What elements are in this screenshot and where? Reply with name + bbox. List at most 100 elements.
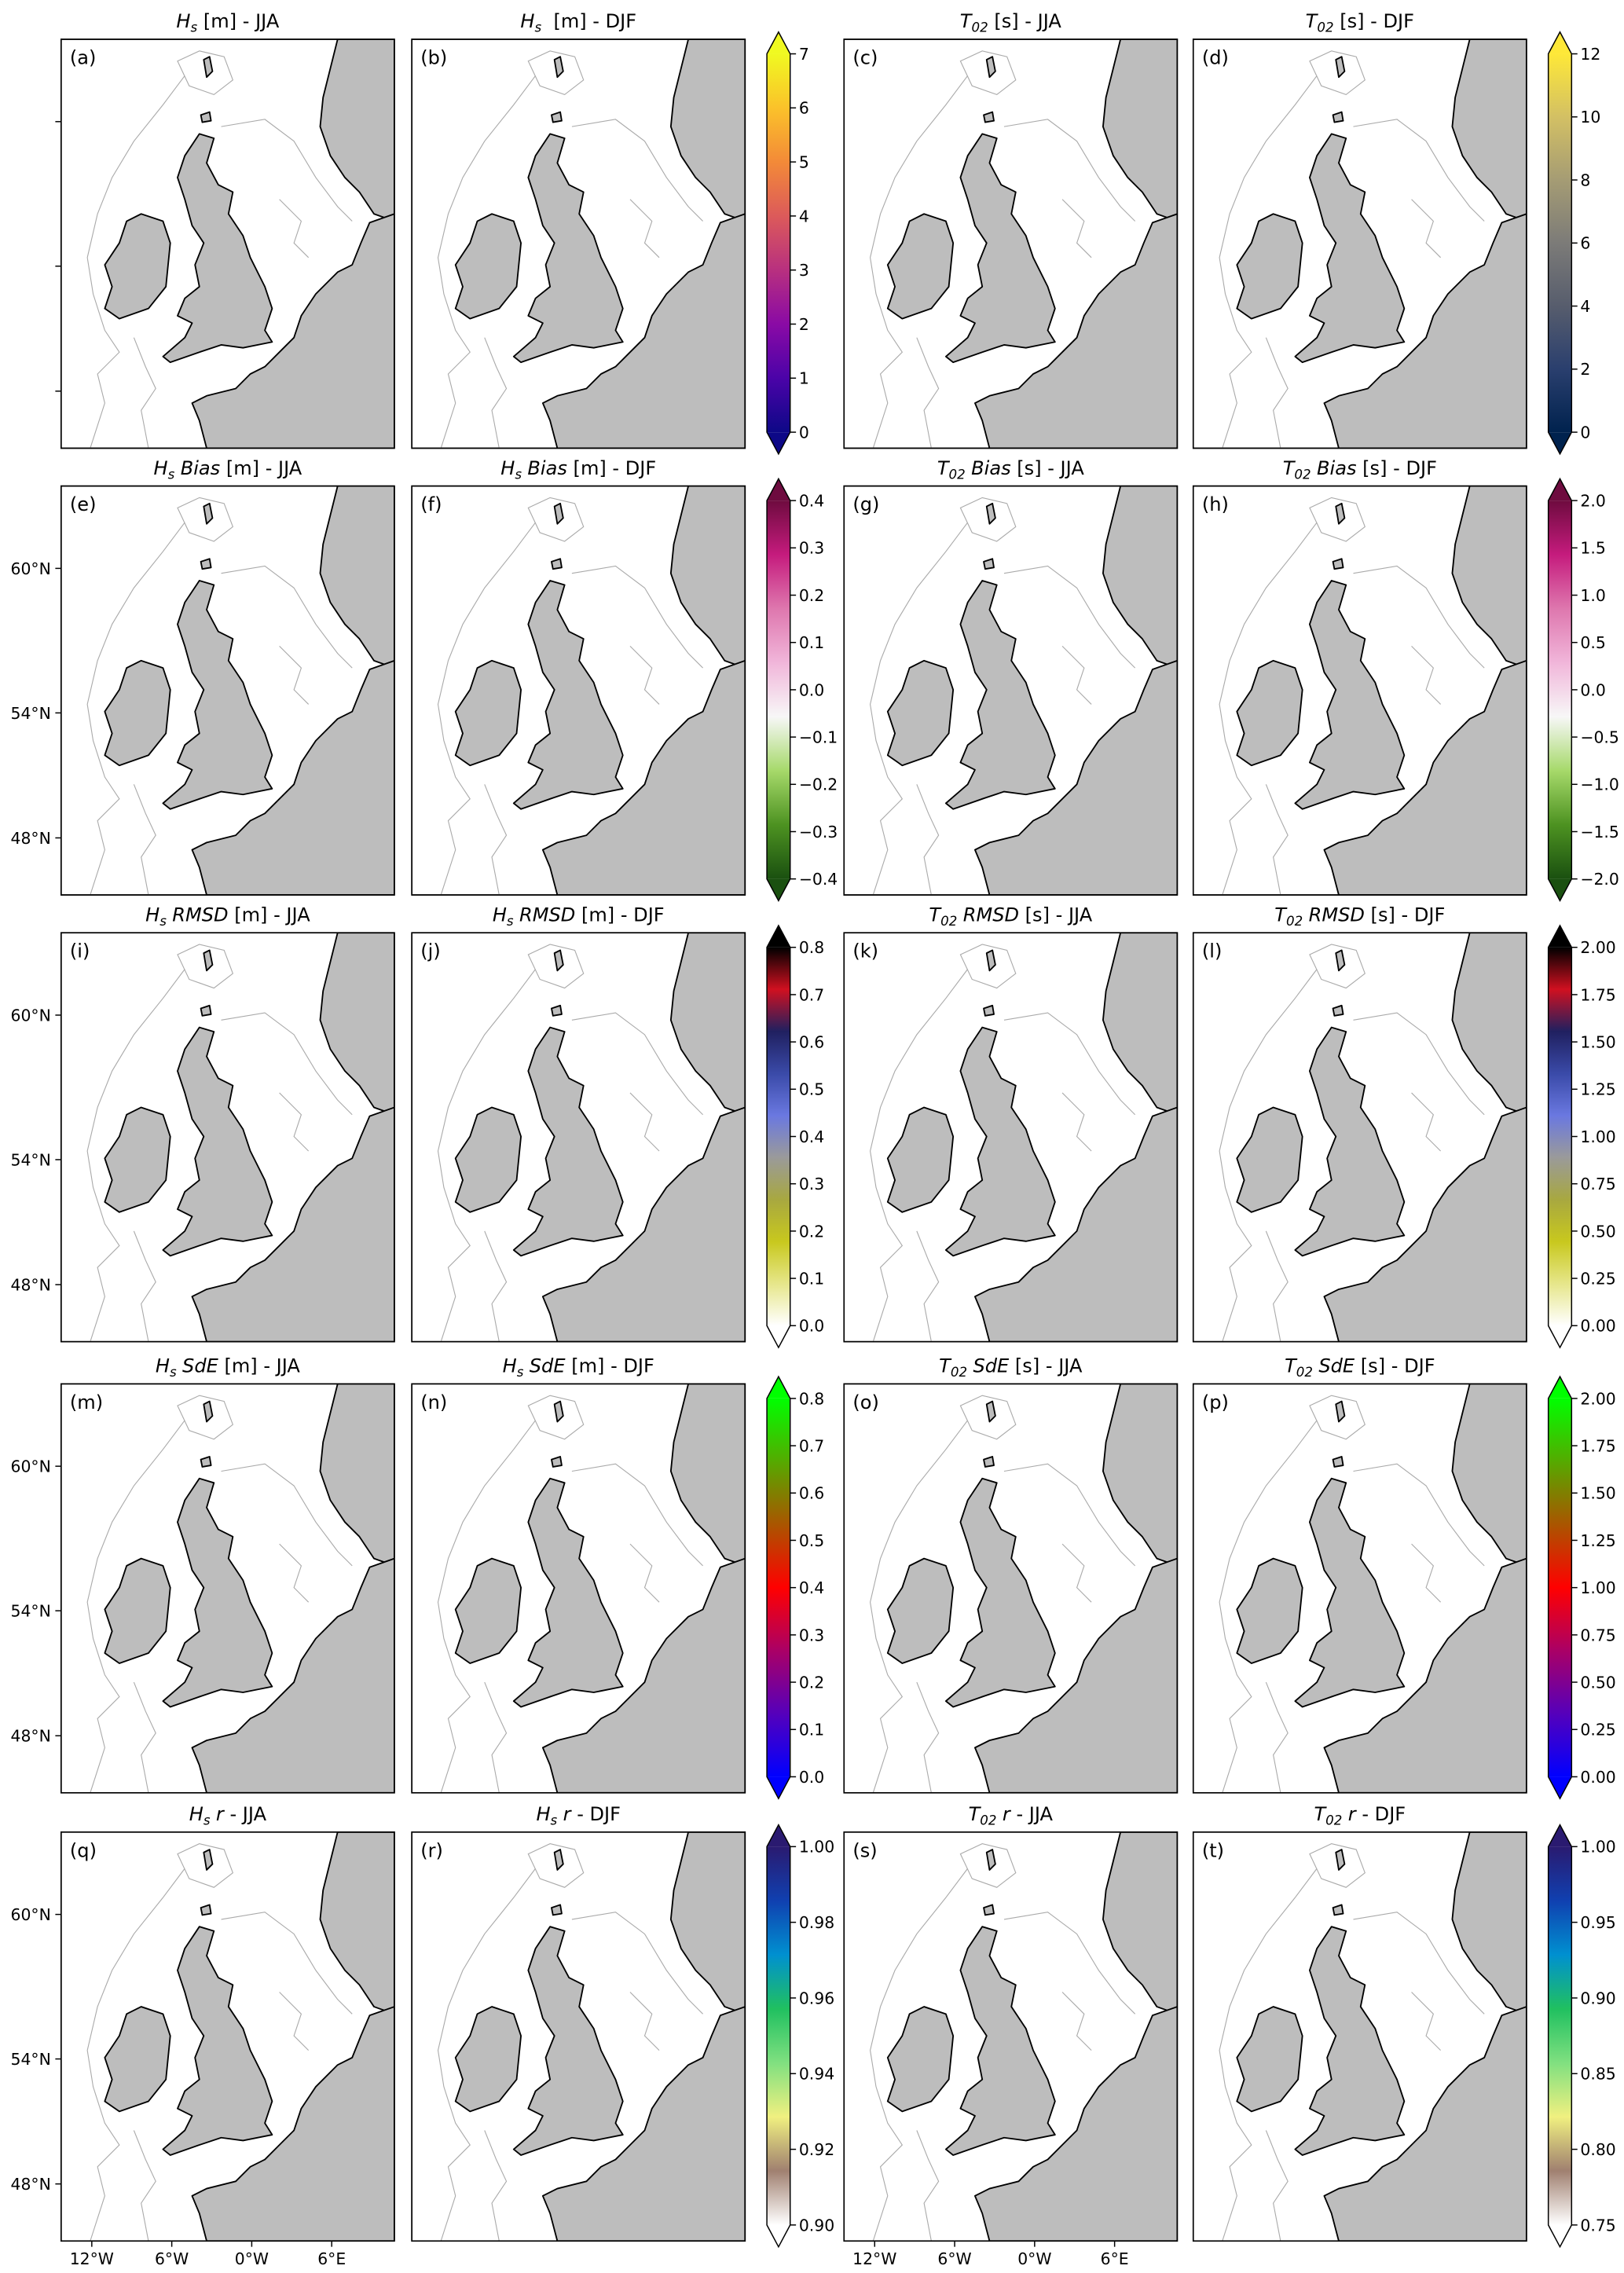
title-rest: [m] - JJA: [218, 1355, 301, 1377]
panel-title: Hs [m] - DJF: [520, 10, 636, 35]
title-symbol: T: [1314, 1803, 1327, 1825]
colorbar-extend-min: [1548, 1776, 1572, 1799]
panel-title: T02 SdE [s] - DJF: [1285, 1355, 1435, 1380]
colorbar-extend-max: [767, 31, 790, 54]
title-subscript: s: [170, 1365, 177, 1380]
title-subscript: 02: [1286, 914, 1303, 929]
colorbar-tick-label: 0.90: [799, 2216, 834, 2235]
colorbar-extend-min: [767, 1325, 790, 1348]
map-panel: (c) T02 [s] - JJA: [843, 10, 1179, 449]
colorbar-extend-min: [767, 1776, 790, 1799]
colorbar-tick-label: 1: [799, 369, 809, 388]
panel-title: T02 [s] - DJF: [1306, 10, 1414, 35]
title-symbol: H: [189, 1803, 203, 1825]
colorbar-body: [1548, 1398, 1572, 1777]
panel-title: Hs SdE [m] - JJA: [156, 1355, 301, 1380]
colorbar: 0.0 0.1 0.2 0.3 0.4 0.5 0.6 0.7 0.8: [766, 924, 824, 1349]
lat-tick-label: 60°N: [11, 559, 51, 578]
colorbar-tick-label: 0.0: [799, 1768, 824, 1787]
colorbar-tick-label: 0.8: [799, 1389, 824, 1408]
panel-label: (c): [852, 46, 878, 68]
title-rest: - DJF: [571, 1803, 621, 1825]
title-rest: [m] - JJA: [229, 904, 311, 926]
panel-label: (p): [1202, 1391, 1229, 1413]
title-rest: [s] - JJA: [1011, 457, 1085, 479]
title-subscript: 02: [1317, 20, 1333, 35]
title-subscript: s: [534, 20, 541, 35]
title-stat: SdE: [973, 1355, 1010, 1377]
colorbar-extend-min: [767, 432, 790, 454]
map-panel: (t) T02 r - DJF: [1192, 1803, 1527, 2242]
panel-label: (f): [420, 493, 442, 515]
title-stat: RMSD: [172, 904, 228, 926]
colorbar-tick-label: 6: [1580, 234, 1590, 253]
panel-title: Hs RMSD [m] - DJF: [493, 904, 665, 929]
panel-label: (k): [852, 940, 878, 962]
colorbar-tick-label: 0.2: [799, 586, 824, 605]
map-border: [1192, 485, 1527, 896]
lat-tick-label: 60°N: [11, 1457, 51, 1476]
colorbar-tick-label: 2.0: [1580, 492, 1605, 511]
colorbar: 0.00 0.25 0.50 0.75 1.00 1.25 1.50 1.75 2.00: [1547, 1375, 1616, 1800]
map-panel: (o) T02 SdE [s] - JJA: [843, 1355, 1179, 1794]
map-border: [60, 1383, 395, 1794]
colorbar-tick-label: −0.1: [799, 728, 838, 747]
colorbar-extend-max: [1548, 478, 1572, 501]
title-rest: - JJA: [224, 1803, 267, 1825]
title-symbol: H: [503, 1355, 517, 1377]
lat-tick-label: 60°N: [11, 1905, 51, 1924]
title-subscript: 02: [940, 914, 957, 929]
colorbar-extend-min: [1548, 1325, 1572, 1348]
panel-label: (e): [70, 493, 97, 515]
colorbar-tick-label: 0.50: [1580, 1222, 1615, 1241]
colorbar-tick-label: −0.4: [799, 870, 838, 889]
panel-title: Hs [m] - JJA: [176, 10, 279, 35]
colorbar-tick-label: 0.4: [799, 492, 824, 511]
colorbar-body: [1548, 53, 1572, 433]
map-border: [843, 1831, 1179, 2242]
lat-tick-label: 48°N: [11, 1727, 51, 1746]
colorbar-tick-label: 1.25: [1580, 1531, 1615, 1550]
colorbar-body: [767, 947, 790, 1326]
title-symbol: H: [145, 904, 159, 926]
colorbar-tick-label: 2.00: [1580, 1389, 1615, 1408]
colorbar-tick-label: 0.92: [799, 2140, 834, 2159]
title-rest: [m] - DJF: [541, 10, 636, 32]
title-symbol: T: [969, 1803, 982, 1825]
colorbar-body: [1548, 1846, 1572, 2225]
colorbar: 0 2 4 6 8 10 12: [1547, 31, 1600, 456]
title-stat: RMSD: [1309, 904, 1365, 926]
panel-label: (n): [420, 1391, 447, 1413]
colorbar: −0.4 −0.3 −0.2 −0.1 0.0 0.1 0.2 0.3 0.4: [766, 477, 838, 903]
colorbar-extend-max: [767, 478, 790, 501]
colorbar-tick-label: 4: [799, 207, 809, 225]
title-stat: SdE: [1318, 1355, 1355, 1377]
title-rest: [m] - JJA: [197, 10, 280, 32]
title-stat: r: [563, 1803, 573, 1825]
map-border: [1192, 1831, 1527, 2242]
colorbar-tick-label: 1.00: [1580, 1838, 1615, 1857]
map-panel: (g) T02 Bias [s] - JJA: [843, 457, 1179, 896]
colorbar-tick-label: 0.50: [1580, 1673, 1615, 1692]
lat-tick-label: 54°N: [11, 1602, 51, 1621]
map-border: [843, 38, 1179, 449]
lat-tick-label: 48°N: [11, 829, 51, 848]
colorbar-tick-label: 0.00: [1580, 1317, 1615, 1336]
colorbar-tick-label: 0.94: [799, 2065, 834, 2084]
colorbar-extend-min: [1548, 432, 1572, 454]
colorbar-tick-label: 5: [799, 153, 809, 172]
colorbar-extend-max: [767, 925, 790, 948]
map-border: [1192, 38, 1527, 449]
title-stat: Bias: [527, 457, 567, 479]
colorbar-tick-label: 0.5: [799, 1531, 824, 1550]
panel-label: (t): [1202, 1839, 1224, 1861]
colorbar-tick-label: 0.1: [799, 1721, 824, 1740]
map-panel: (n) Hs SdE [m] - DJF: [411, 1355, 746, 1794]
colorbar-tick-label: 0.3: [799, 1626, 824, 1644]
colorbar-tick-label: 1.00: [799, 1838, 834, 1857]
title-subscript: 02: [1325, 1813, 1342, 1828]
title-symbol: H: [500, 457, 515, 479]
colorbar-tick-label: 0.5: [1580, 633, 1605, 652]
colorbar-tick-label: 12: [1580, 45, 1600, 64]
